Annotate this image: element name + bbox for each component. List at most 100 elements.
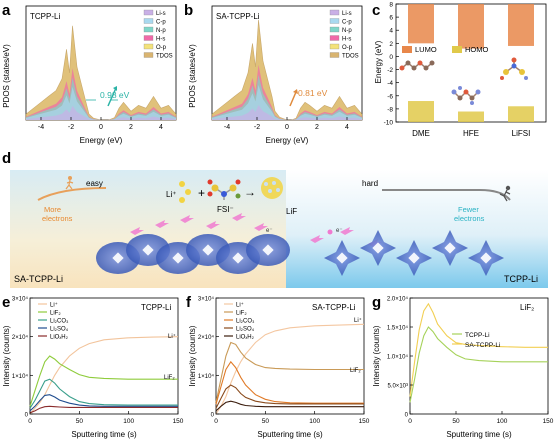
panel-letter-c: c [372, 2, 381, 19]
c-ytick-label-3: 2 [389, 41, 393, 48]
f-legend-label-0: Li⁺ [236, 302, 244, 309]
f-legend: Li⁺ LiF₂ Li₂CO₃ Li₂SO₄ LiOₓH₂ [224, 302, 255, 341]
f-legend-label-3: Li₂SO₄ [236, 327, 255, 333]
d-left-name: SA-TCPP-Li [14, 274, 63, 284]
b-gap-arrow [289, 91, 297, 107]
e-legend-label-0: Li⁺ [50, 302, 58, 309]
a-ylabel: PDOS (states/eV) [2, 44, 11, 108]
e-legend: Li⁺ LiF₂ Li₂CO₃ Li₂SO₄ LiOₓH₂ [38, 302, 69, 341]
c-ytick-label-2: 4 [389, 28, 393, 35]
panel-f: Intensity (counts) Li⁺LiF₂Li₂CO₃Li₂SO₄Li… [188, 296, 370, 440]
b-annotation: 0.81 eV [298, 88, 328, 98]
b-ylabel: PDOS (states/eV) [188, 44, 197, 108]
a-legend-swatch-4 [143, 43, 154, 50]
d-electron-label-right: e⁻ [336, 228, 343, 234]
c-category-0: DME [412, 129, 430, 138]
b-arrowhead [293, 89, 298, 94]
e-series-2 [29, 378, 178, 409]
c-ytick-label-9: -10 [384, 120, 394, 127]
panel-letter-d: d [2, 150, 12, 167]
e-xtick-label-1: 50 [76, 418, 84, 425]
f-xtick-label-2: 100 [309, 418, 320, 425]
e-frame [29, 297, 179, 415]
c-bars [408, 4, 534, 122]
a-legend-swatch-5 [143, 52, 154, 58]
d-hard: hard [362, 179, 378, 188]
a-legend-label-4: O-p [156, 45, 167, 51]
e-ytick-label-1: 1×10⁴ [12, 373, 29, 380]
b-area-1 [211, 19, 363, 121]
b-xtick-label-1: -2 [254, 124, 260, 131]
b-xtick-label-0: -4 [224, 124, 230, 131]
b-title: SA-TCPP-Li [216, 12, 260, 21]
g-xtick-label-1: 50 [452, 418, 460, 425]
d-tcpp-framework [324, 229, 504, 276]
f-ylabel: Intensity (counts) [188, 325, 197, 386]
d-electron-arrow-0 [130, 227, 144, 235]
c-legend-homo-swatch [452, 46, 462, 53]
f-ytick-label-2: 2×10⁴ [198, 334, 215, 341]
c-homo-bar-0 [408, 101, 434, 122]
a-area-1 [25, 25, 177, 121]
f-series-1 [215, 341, 364, 403]
g-xtick-label-0: 0 [408, 418, 412, 425]
a-annotation: 0.98 eV [100, 90, 130, 100]
e-ticks: 0 50 100 150 0 1×10⁴ 2×10⁴ 3×10⁴ [12, 296, 184, 426]
d-fewer-electrons-1: Fewer [458, 205, 479, 214]
b-legend: Li-s C-p N-p H-s O-p TDOS [329, 9, 359, 60]
a-legend-swatch-0 [143, 9, 154, 16]
panel-b: PDOS (states/eV) SA-TCPP-Li Li-s C-p N-p H-… [188, 5, 363, 145]
hfe-molecule [451, 86, 481, 105]
d-more-electrons-1: More [44, 205, 61, 214]
f-series-2 [215, 360, 364, 405]
c-lumo-bar-2 [508, 4, 534, 46]
panel-letter-f: f [186, 294, 191, 311]
e-ytick-label-2: 2×10⁴ [12, 334, 29, 341]
a-xtick-label-3: 2 [129, 124, 133, 131]
a-area-5 [26, 105, 176, 120]
b-legend-label-3: H-s [342, 37, 351, 43]
b-legend-label-0: Li-s [342, 11, 352, 17]
a-xticks: -4 -2 0 2 4 [38, 117, 163, 131]
f-ytick-label-3: 3×10⁴ [198, 296, 215, 303]
f-legend-label-2: Li₂CO₃ [236, 319, 255, 325]
panel-letter-e: e [2, 294, 11, 311]
d-electron-arrow-3 [206, 221, 220, 229]
c-lumo-bar-1 [458, 4, 484, 49]
f-ytick-label-0: 0 [211, 413, 215, 419]
a-legend-swatch-3 [143, 35, 154, 41]
e-xtick-label-0: 0 [28, 418, 32, 425]
d-fewer-electrons-2: electrons [454, 214, 485, 223]
walker-icon [65, 176, 74, 190]
d-sa-tcpp-framework [96, 234, 290, 274]
f-xtick-label-3: 150 [359, 418, 370, 425]
g-ytick-label-1: 5.0×10³ [387, 384, 408, 390]
c-category-1: HFE [463, 129, 479, 138]
a-legend: Li-s C-p N-p H-s O-p TDOS [143, 9, 173, 60]
a-legend-label-1: C-p [156, 20, 166, 26]
g-xtick-label-3: 150 [543, 418, 554, 425]
g-ytick-label-0: 0 [405, 413, 409, 419]
panel-e: Intensity (counts) Li⁺LiF₂Li₂CO₃Li₂SO₄Li… [2, 296, 184, 440]
d-right-name: TCPP-Li [504, 274, 538, 284]
g-series-1 [409, 302, 548, 397]
dme-molecule [399, 60, 435, 71]
e-ylabel: Intensity (counts) [2, 325, 11, 386]
b-legend-swatch-5 [329, 52, 340, 58]
g-ytick-label-4: 2.0×10⁴ [387, 296, 409, 303]
c-legend-lumo-swatch [402, 46, 412, 53]
e-xlabel: Sputtering time (s) [71, 430, 137, 439]
b-legend-label-1: C-p [342, 20, 352, 26]
f-lines [215, 323, 365, 415]
c-ytick-label-5: -2 [387, 67, 393, 74]
a-xtick-label-1: -2 [68, 124, 74, 131]
b-xtick-label-4: 4 [345, 124, 349, 131]
panel-g: Intensity (counts) LiF₂ TCPP-Li SA-TCPP-… [372, 296, 554, 440]
lifsi-molecule [500, 57, 528, 80]
g-xlabel: Sputtering time (s) [446, 430, 512, 439]
d-arrow: → [244, 185, 256, 199]
b-legend-swatch-1 [329, 18, 340, 24]
b-area-4 [212, 85, 362, 120]
b-xtick-label-3: 2 [315, 124, 319, 131]
c-lumo-bar-0 [408, 4, 434, 44]
